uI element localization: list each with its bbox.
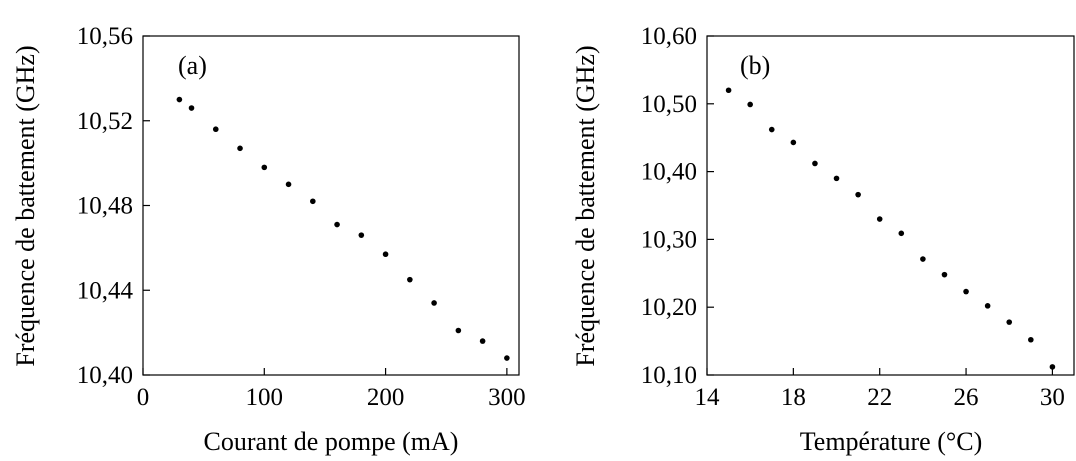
ticks-a: 0 100 200 300 10,40 10,44 10,48 10,52 10,56 — [77, 23, 526, 411]
y-tick-label-b: 10,50 — [641, 91, 697, 118]
x-axis-label-a: Courant de pompe (mA) — [204, 427, 459, 456]
data-point-a — [382, 251, 389, 258]
data-point-a — [261, 164, 268, 171]
data-point-b — [790, 139, 797, 146]
y-tick-label-b: 10,10 — [641, 362, 697, 389]
x-tick-label-a: 300 — [488, 384, 526, 411]
data-point-a — [407, 276, 413, 283]
data-point-b — [1049, 364, 1056, 370]
x-tick-label-b: 26 — [954, 384, 979, 411]
x-tick-label-b: 22 — [867, 384, 892, 411]
chart-panel-b: (b) Température (°C) Fréquence de battem… — [571, 23, 1075, 456]
data-point-a — [504, 355, 510, 361]
data-point-b — [941, 271, 948, 278]
y-tick-label-a: 10,52 — [77, 108, 133, 135]
x-tick-label-b: 30 — [1040, 384, 1065, 411]
x-tick-label-a: 0 — [137, 384, 150, 411]
ticks-b: 14 18 22 26 30 10,10 10,20 10,30 10,40 10,50 10,60 — [641, 23, 1065, 411]
y-tick-label-b: 10,60 — [641, 23, 697, 50]
y-axis-label-a: Fréquence de battement (GHz) — [11, 45, 40, 366]
data-point-a — [176, 96, 183, 103]
x-tick-label-a: 200 — [367, 384, 405, 411]
data-point-a — [431, 300, 437, 306]
y-tick-label-b: 10,20 — [641, 294, 697, 321]
data-point-a — [334, 221, 340, 228]
x-tick-label-a: 100 — [246, 384, 284, 411]
data-point-b — [747, 101, 753, 108]
points-a — [176, 96, 510, 361]
plot-frame-a — [142, 35, 520, 376]
data-point-b — [1028, 336, 1034, 343]
panel-label-b: (b) — [740, 51, 770, 80]
data-point-b — [812, 160, 818, 167]
y-axis-label-b: Fréquence de battement (GHz) — [571, 45, 600, 366]
y-tick-label-a: 10,40 — [77, 362, 133, 389]
data-point-a — [479, 338, 486, 344]
data-point-b — [833, 175, 840, 182]
data-point-a — [237, 145, 243, 152]
x-tick-label-b: 18 — [781, 384, 806, 411]
data-point-a — [310, 198, 316, 205]
data-point-b — [898, 230, 905, 237]
y-tick-label-b: 10,30 — [641, 226, 697, 253]
plot-frame-b — [706, 35, 1075, 376]
data-point-a — [285, 181, 292, 188]
data-point-b — [984, 303, 991, 309]
points-b — [725, 87, 1056, 370]
data-point-a — [358, 232, 365, 238]
panel-label-a: (a) — [178, 51, 207, 80]
chart-panel-a: (a) Courant de pompe (mA) Fréquence de b… — [11, 23, 526, 456]
data-point-b — [876, 216, 883, 222]
data-point-b — [768, 126, 775, 133]
data-point-a — [188, 105, 195, 111]
data-point-a — [455, 327, 462, 334]
data-point-b — [963, 288, 969, 295]
y-tick-label-a: 10,56 — [77, 23, 133, 50]
y-tick-label-b: 10,40 — [641, 159, 697, 186]
data-point-b — [920, 256, 926, 262]
data-point-b — [725, 87, 732, 94]
y-tick-label-a: 10,48 — [77, 193, 133, 220]
x-axis-label-b: Température (°C) — [800, 427, 983, 456]
data-point-a — [212, 126, 219, 133]
y-tick-label-a: 10,44 — [77, 277, 134, 304]
data-point-b — [1006, 319, 1013, 325]
x-tick-label-b: 14 — [695, 384, 721, 411]
data-point-b — [855, 191, 861, 198]
